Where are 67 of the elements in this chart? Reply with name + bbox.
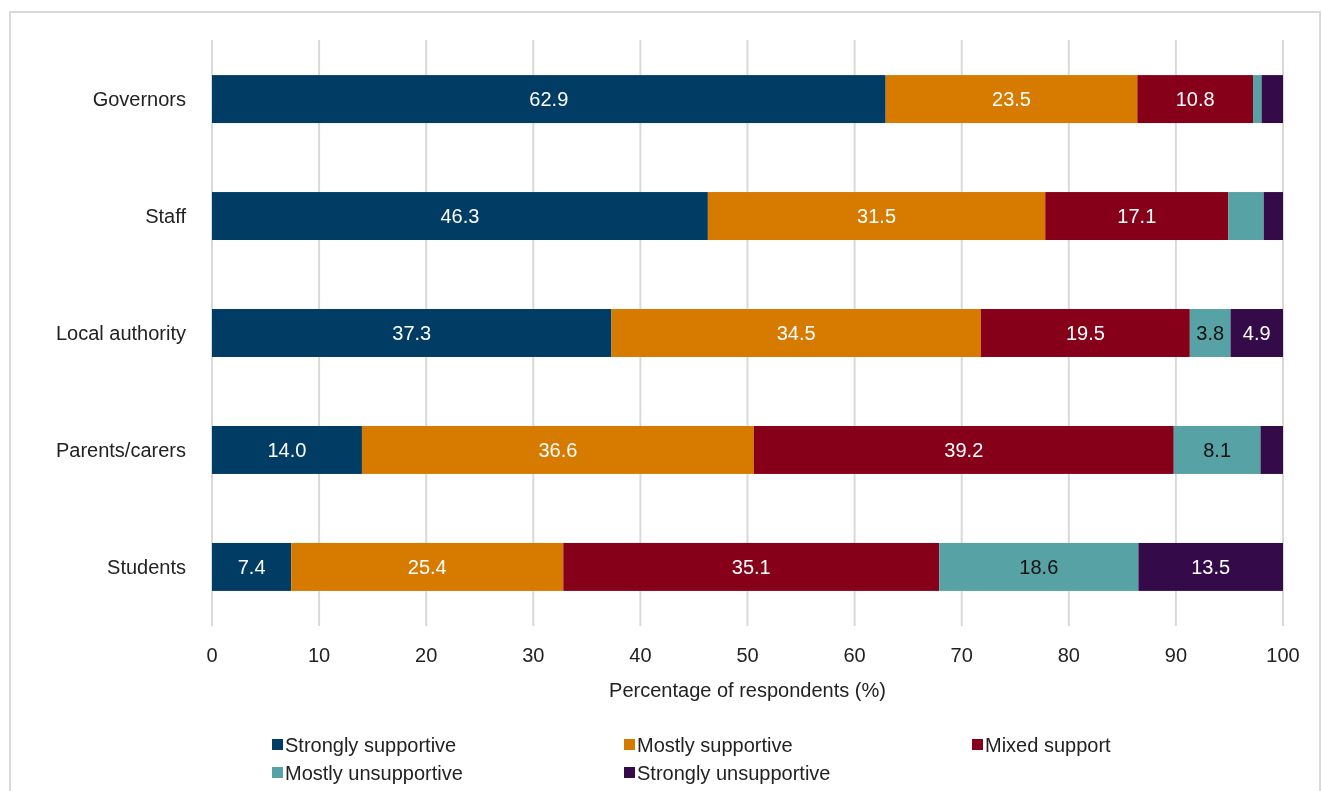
x-tick-label: 60	[843, 644, 866, 666]
x-tick-label: 90	[1164, 644, 1188, 666]
data-label: 46.3	[440, 205, 480, 228]
data-label: 14.0	[267, 438, 307, 461]
y-tick-label: Parents/carers	[55, 438, 186, 461]
legend-label: Strongly unsupportive	[637, 762, 831, 784]
bar	[1261, 75, 1283, 124]
bar	[212, 425, 362, 474]
y-tick-label: Local authority	[55, 322, 186, 344]
data-label: 13.5	[1191, 555, 1231, 578]
bar	[1253, 75, 1262, 124]
bar	[212, 542, 292, 591]
data-label: 37.3	[392, 322, 432, 344]
legend-label: Mostly unsupportive	[285, 762, 463, 784]
data-label: 31.5	[857, 205, 897, 228]
bar	[611, 309, 981, 357]
data-label: 23.5	[992, 88, 1031, 111]
x-tick-label: 80	[1057, 644, 1080, 666]
bar	[1230, 309, 1283, 357]
bar	[1228, 192, 1264, 241]
bar	[1045, 192, 1229, 241]
y-tick-label: Students	[107, 555, 186, 578]
bar	[1263, 192, 1283, 241]
bar	[361, 425, 754, 474]
y-tick-label: Governors	[92, 88, 186, 111]
y-tick-label: Staff	[145, 205, 187, 228]
bar	[753, 425, 1174, 474]
bar	[212, 75, 886, 124]
data-label: 36.6	[538, 438, 578, 461]
bar	[563, 542, 940, 591]
data-label: 3.8	[1196, 322, 1225, 344]
data-label: 62.9	[529, 88, 569, 111]
bar	[885, 75, 1138, 124]
x-tick-label: 100	[1266, 644, 1300, 666]
x-tick-label: 40	[629, 644, 652, 666]
data-label: 25.4	[407, 555, 447, 578]
x-axis-title: Percentage of respondents (%)	[609, 679, 886, 701]
x-tick-label: 0	[206, 644, 218, 666]
data-label: 8.1	[1203, 438, 1232, 461]
bar	[1173, 425, 1261, 474]
bar	[939, 542, 1139, 591]
data-label: 17.1	[1117, 205, 1157, 228]
data-label: 34.5	[776, 322, 816, 344]
bar	[707, 192, 1046, 241]
bar	[212, 192, 708, 241]
data-label: 4.9	[1242, 322, 1271, 344]
bar	[212, 309, 612, 357]
data-label: 7.4	[237, 555, 266, 578]
data-label: 19.5	[1065, 322, 1105, 344]
bar	[980, 309, 1190, 357]
x-tick-label: 70	[950, 644, 973, 666]
x-tick-label: 10	[307, 644, 331, 666]
bar	[1137, 75, 1254, 124]
bar	[291, 542, 564, 591]
legend-label: Mixed support	[985, 734, 1112, 756]
bar	[1189, 309, 1231, 357]
data-label: 35.1	[731, 555, 771, 578]
bar	[1138, 542, 1284, 591]
legend-label: Mostly supportive	[637, 734, 793, 756]
x-tick-label: 30	[522, 644, 545, 666]
x-tick-label: 50	[736, 644, 759, 666]
data-label: 18.6	[1019, 555, 1059, 578]
legend-label: Strongly supportive	[285, 734, 457, 756]
data-label: 39.2	[944, 438, 984, 461]
data-label: 10.8	[1175, 88, 1215, 111]
x-tick-label: 20	[415, 644, 438, 666]
bar	[1260, 425, 1283, 474]
